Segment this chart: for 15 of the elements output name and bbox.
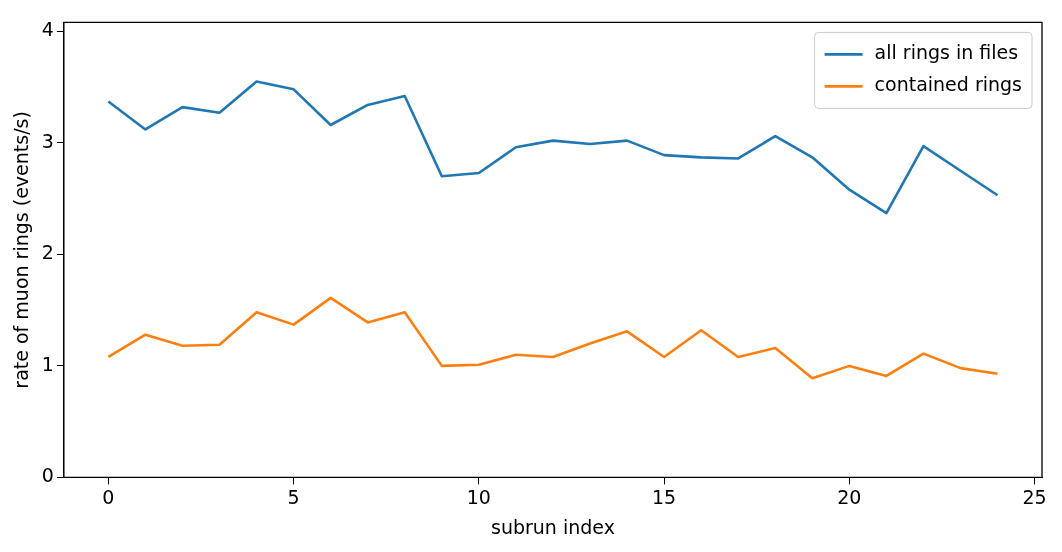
y-tick-label: 1: [41, 352, 54, 375]
legend-label: all rings in files: [874, 41, 1019, 64]
y-tick-label: 4: [41, 18, 54, 41]
y-tick-label: 0: [41, 464, 54, 487]
x-axis-title: subrun index: [490, 515, 615, 538]
x-tick-label: 10: [466, 485, 491, 508]
legend-label: contained rings: [874, 73, 1023, 96]
x-tick-label: 0: [102, 485, 115, 508]
y-axis-title: rate of muon rings (events/s): [10, 111, 33, 389]
y-tick-label: 2: [41, 241, 54, 264]
x-tick-label: 25: [1022, 485, 1047, 508]
y-tick-label: 3: [41, 129, 54, 152]
x-tick-label: 20: [837, 485, 862, 508]
x-tick-label: 15: [652, 485, 677, 508]
x-tick-label: 5: [287, 485, 300, 508]
